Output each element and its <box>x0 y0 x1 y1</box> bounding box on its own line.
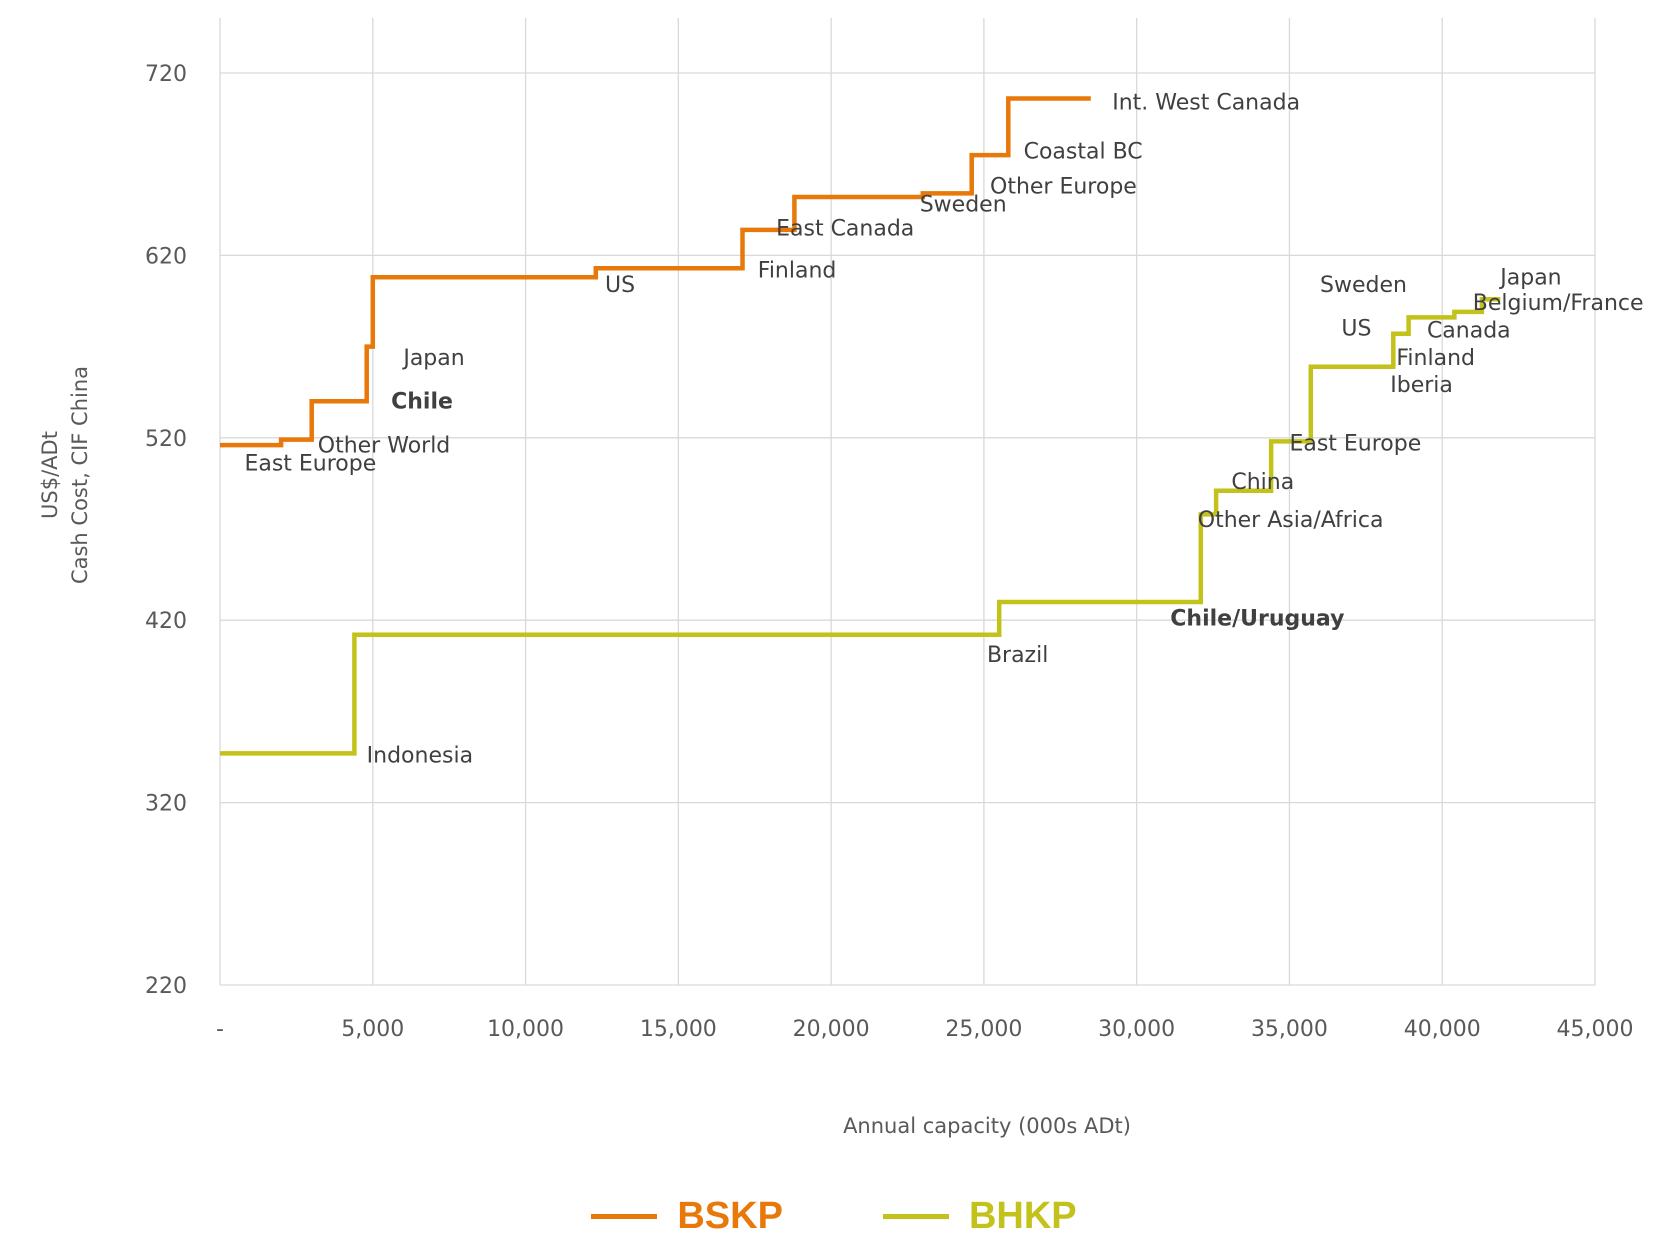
segment-label: US <box>605 273 635 298</box>
legend-label-bhkp: BHKP <box>968 1195 1077 1237</box>
segment-label: Coastal BC <box>1024 140 1143 165</box>
x-tick-label: 20,000 <box>793 1017 870 1042</box>
x-tick-label: 10,000 <box>487 1017 564 1042</box>
y-axis-title-line-2: Cash Cost, CIF China <box>68 366 92 584</box>
x-tick-label: 25,000 <box>945 1017 1022 1042</box>
segment-label: Japan <box>1498 266 1561 291</box>
segment-label: Finland <box>1396 346 1475 371</box>
segment-label: Other World <box>318 433 451 458</box>
legend-item-bskp: BSKP <box>591 1195 783 1238</box>
y-tick-label: 420 <box>145 609 187 634</box>
segment-label: Other Asia/Africa <box>1198 508 1384 533</box>
x-axis-title: Annual capacity (000s ADt) <box>843 1114 1131 1138</box>
y-axis-ticks: 220 320 420 520 620 720 <box>145 62 187 999</box>
x-axis-ticks: - 5,000 10,000 15,000 20,000 25,000 30,000 35,0… <box>216 1017 1633 1042</box>
segment-label: East Europe <box>1289 432 1421 457</box>
legend-swatch-bskp <box>591 1214 658 1219</box>
x-tick-label: 40,000 <box>1404 1017 1481 1042</box>
legend-swatch-bhkp <box>882 1214 949 1219</box>
x-tick-label: - <box>216 1017 224 1042</box>
x-tick-label: 15,000 <box>640 1017 717 1042</box>
segment-label: China <box>1231 470 1294 495</box>
segment-label: Chile <box>391 390 453 415</box>
y-axis-title-line-1: US$/ADt <box>38 431 62 519</box>
segment-label: Other Europe <box>990 174 1137 199</box>
y-tick-label: 720 <box>145 62 187 87</box>
legend-label-bskp: BSKP <box>677 1195 783 1237</box>
series-lines <box>220 96 1501 756</box>
segment-label: Iberia <box>1390 373 1453 398</box>
segment-label: Belgium/France <box>1473 291 1644 316</box>
x-tick-label: 30,000 <box>1098 1017 1175 1042</box>
x-tick-label: 35,000 <box>1251 1017 1328 1042</box>
segment-label: East Europe <box>244 452 376 477</box>
segment-label: Chile/Uruguay <box>1170 607 1344 632</box>
y-tick-label: 320 <box>145 792 187 817</box>
segment-label: Sweden <box>1320 273 1407 298</box>
segment-label: Japan <box>401 346 464 371</box>
segment-label: Sweden <box>920 193 1007 218</box>
segment-label: Finland <box>758 258 837 283</box>
series-line-bhkp <box>220 296 1501 756</box>
segment-label: Indonesia <box>367 743 473 768</box>
series-line-bskp <box>220 96 1091 448</box>
segment-label: East Canada <box>776 216 914 241</box>
gridlines <box>219 18 1596 986</box>
segment-label: US <box>1341 317 1371 342</box>
x-tick-label: 5,000 <box>341 1017 404 1042</box>
legend-item-bhkp: BHKP <box>882 1195 1077 1238</box>
segment-label: Canada <box>1427 318 1511 343</box>
y-tick-label: 620 <box>145 244 187 269</box>
x-tick-label: 45,000 <box>1557 1017 1634 1042</box>
legend: BSKP BHKP <box>0 1195 1668 1238</box>
segment-label: Brazil <box>987 643 1048 668</box>
y-tick-label: 220 <box>145 974 187 999</box>
y-tick-label: 520 <box>145 427 187 452</box>
segment-label: Int. West Canada <box>1112 90 1300 115</box>
